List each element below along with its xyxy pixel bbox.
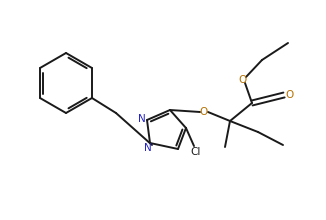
Text: Cl: Cl	[191, 147, 201, 157]
Text: N: N	[144, 143, 152, 153]
Text: O: O	[200, 107, 208, 117]
Text: O: O	[286, 90, 294, 100]
Text: O: O	[239, 75, 247, 85]
Text: N: N	[138, 114, 146, 124]
